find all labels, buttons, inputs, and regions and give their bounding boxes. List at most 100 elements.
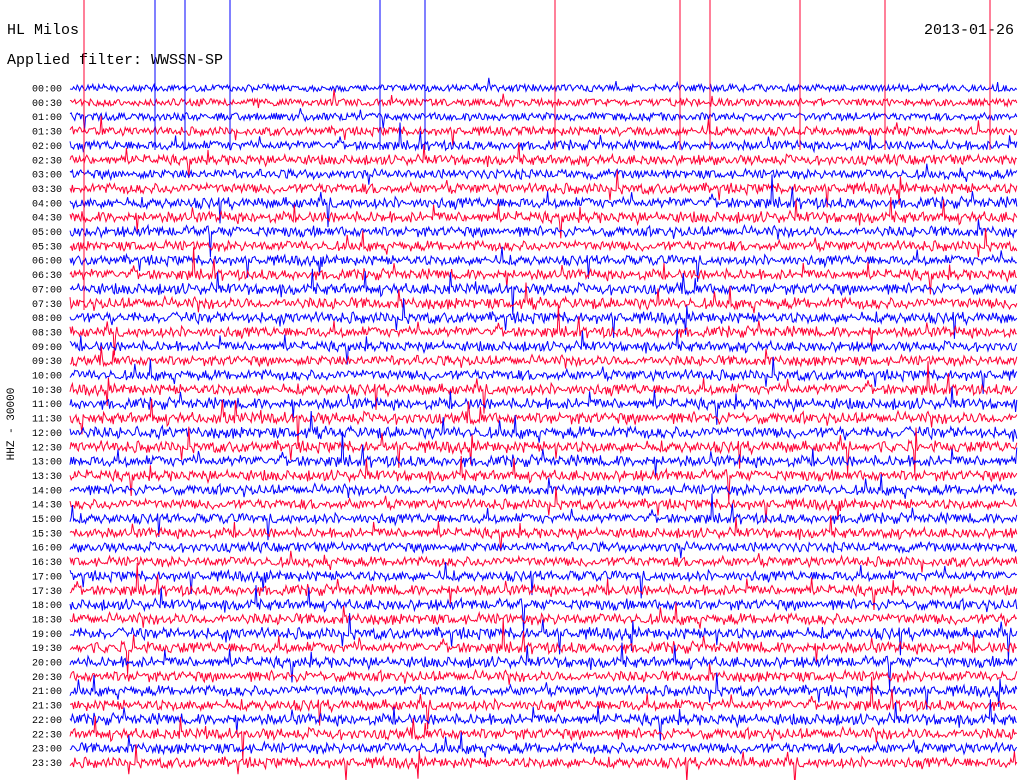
trace-line (69, 247, 1018, 295)
time-tick-label: 00:00 (32, 85, 62, 96)
time-tick-label: 17:00 (32, 572, 62, 583)
time-tick-label: 04:00 (32, 199, 62, 210)
record-date: 2013-01-26 (923, 22, 1014, 39)
trace-line (69, 715, 1018, 760)
trace-line (69, 618, 1018, 675)
time-tick-label: 13:00 (32, 458, 62, 469)
time-tick-label: 05:30 (32, 242, 62, 253)
trace-line (69, 699, 1017, 741)
time-tick-label: 15:00 (32, 515, 62, 526)
time-tick-label: 08:00 (32, 314, 62, 325)
trace-line (69, 122, 1018, 154)
trace-line (69, 386, 1018, 425)
trace-line (69, 108, 1018, 132)
trace-line (69, 562, 1018, 611)
trace-line (69, 642, 1018, 689)
trace-line (69, 174, 1018, 228)
time-tick-label: 14:00 (32, 486, 62, 497)
trace-line (69, 663, 1018, 685)
time-tick-label: 10:30 (32, 386, 62, 397)
time-tick-label: 08:30 (32, 328, 62, 339)
trace-line (69, 170, 1018, 208)
trace-line (69, 141, 1018, 179)
trace-line (69, 328, 1018, 365)
trace-line (69, 196, 1018, 239)
time-tick-label: 05:00 (32, 228, 62, 239)
trace-line (69, 455, 1018, 503)
time-tick-label: 22:00 (32, 716, 62, 727)
trace-line (69, 515, 1018, 552)
trace-line (69, 410, 1018, 443)
trace-line (69, 361, 1018, 414)
time-tick-label: 15:30 (32, 529, 62, 540)
trace-line (69, 431, 1018, 476)
time-tick-label: 06:30 (32, 271, 62, 282)
trace-line (69, 346, 1018, 369)
trace-line (69, 613, 1018, 660)
time-tick-label: 01:30 (32, 128, 62, 139)
time-tick-label: 11:00 (32, 400, 62, 411)
time-tick-label: 04:30 (32, 214, 62, 225)
time-tick-label: 19:00 (32, 630, 62, 641)
time-tick-label: 18:30 (32, 615, 62, 626)
trace-line (69, 246, 1017, 282)
time-tick-label: 11:30 (32, 415, 62, 426)
time-tick-label: 09:00 (32, 343, 62, 354)
trace-line (69, 540, 1018, 559)
trace-line (69, 486, 1018, 523)
time-tick-label: 16:30 (32, 558, 62, 569)
trace-line (69, 474, 1017, 499)
trace-line (69, 219, 1018, 258)
time-tick-label: 19:30 (32, 644, 62, 655)
trace-line (69, 163, 1018, 185)
time-tick-label: 10:00 (32, 372, 62, 383)
trace-line (69, 744, 1018, 780)
time-tick-label: 02:30 (32, 156, 62, 167)
time-tick-label: 09:30 (32, 357, 62, 368)
trace-line (69, 493, 1018, 541)
time-tick-label: 13:30 (32, 472, 62, 483)
trace-line (69, 298, 1018, 339)
trace-line (69, 732, 1018, 758)
time-tick-label: 01:00 (32, 113, 62, 124)
time-tick-label: 03:30 (32, 185, 62, 196)
time-tick-label: 03:00 (32, 171, 62, 182)
station-title: HL Milos (7, 22, 80, 39)
trace-line (69, 602, 1018, 629)
time-tick-label: 14:30 (32, 501, 62, 512)
trace-line (69, 282, 1018, 314)
time-tick-label: 21:30 (32, 702, 62, 713)
time-tick-label: 22:30 (32, 730, 62, 741)
time-tick-label: 02:00 (32, 142, 62, 153)
time-tick-label: 07:00 (32, 285, 62, 296)
trace-line (70, 676, 1018, 730)
trace-line (69, 550, 1018, 573)
trace-line (69, 89, 1018, 109)
trace-line (69, 77, 1018, 94)
trace-line (69, 268, 1017, 315)
trace-line (69, 672, 1018, 710)
filter-label: Applied filter: WWSSN-SP (7, 52, 224, 69)
time-tick-label: 12:00 (32, 429, 62, 440)
time-tick-label: 06:00 (32, 257, 62, 268)
time-tick-label: 12:30 (32, 443, 62, 454)
time-tick-label: 20:00 (32, 659, 62, 670)
time-tick-label: 16:00 (32, 544, 62, 555)
trace-line (69, 561, 1018, 599)
time-tick-label: 07:30 (32, 300, 62, 311)
trace-line (69, 585, 1018, 632)
time-tick-label: 23:00 (32, 745, 62, 756)
trace-line (69, 398, 1018, 446)
trace-line (69, 115, 1018, 146)
time-tick-label: 21:00 (32, 687, 62, 698)
time-tick-label: 20:30 (32, 673, 62, 684)
time-tick-label: 17:30 (32, 587, 62, 598)
time-tick-label: 00:30 (32, 99, 62, 110)
time-tick-label: 18:00 (32, 601, 62, 612)
time-tick-label: 23:30 (32, 759, 62, 770)
trace-line (69, 228, 1018, 258)
trace-line (69, 304, 1017, 356)
trace-line (69, 356, 1018, 394)
